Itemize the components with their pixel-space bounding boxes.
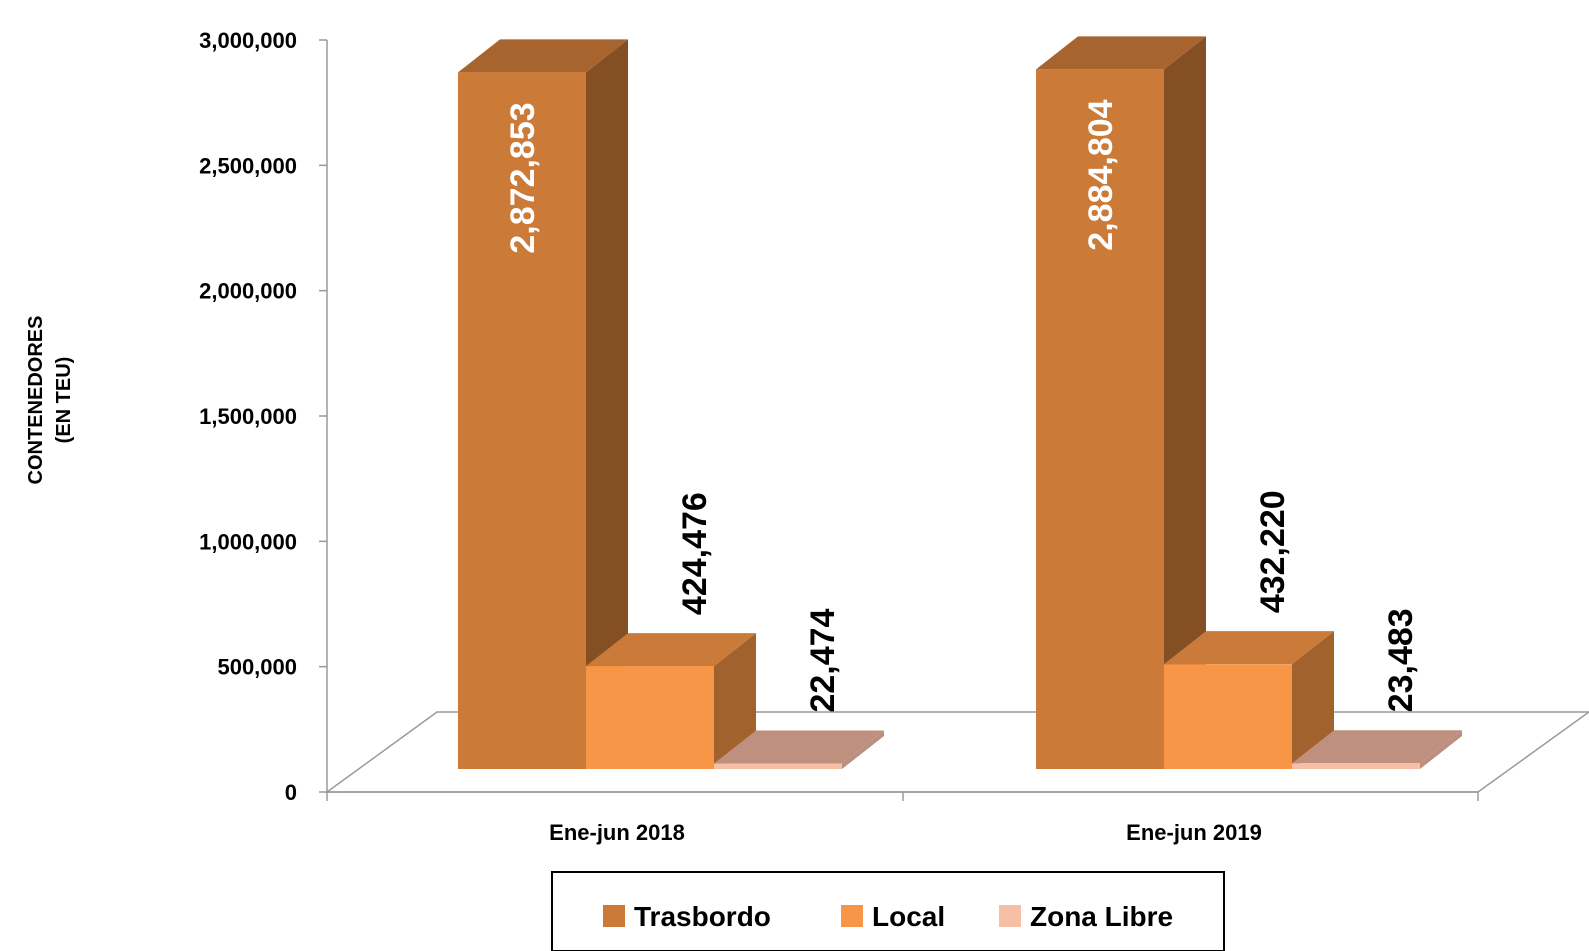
data-label: 2,884,804 [1082,99,1120,250]
legend: Trasbordo Local Zona Libre [551,871,1225,951]
bar [1036,36,1206,769]
y-tick-label: 500,000 [217,655,297,680]
bar [586,633,756,769]
bar-side-face [1420,730,1462,769]
bar-top-face [458,39,628,73]
legend-label-zona-libre: Zona Libre [1030,901,1173,932]
y-tick-label: 0 [285,780,297,805]
data-labels: 2,872,853 424,476 22,474 2,884,804 432,220 23… [504,99,1420,712]
bar-side-face [1292,631,1334,769]
data-label: 22,474 [804,608,842,712]
y-tick-label: 2,500,000 [199,153,297,178]
y-axis: 0 500,000 1,000,000 1,500,000 2,000,000 2,500… [199,28,1262,845]
bar [1292,730,1462,769]
y-axis-title-line-1: CONTENEDORES [25,316,47,485]
bar-top-face [714,730,884,764]
bar-front-face [1164,664,1292,769]
y-tick-label: 1,500,000 [199,404,297,429]
legend-swatch-zona-libre [999,905,1021,927]
legend-swatch-local [841,905,863,927]
bar-front-face [1292,763,1420,769]
legend-label-local: Local [872,901,945,932]
bar-front-face [586,666,714,769]
data-label: 23,483 [1382,608,1420,712]
bar-front-face [714,763,842,769]
bar-top-face [586,633,756,667]
bar-side-face [586,39,628,770]
bar [458,39,628,770]
x-tick-label: Ene-jun 2018 [549,820,685,845]
bar-front-face [1036,69,1164,769]
bar [714,730,884,769]
bar-front-face [458,72,586,770]
bar-side-face [842,730,884,769]
bar-top-face [1292,730,1462,764]
legend-swatch-trasbordo [603,905,625,927]
bar-group [458,36,1462,770]
bar-side-face [714,633,756,769]
y-axis-title-line-2: (EN TEU) [53,357,75,444]
data-label: 2,872,853 [504,102,542,253]
y-tick-label: 2,000,000 [199,279,297,304]
data-label: 424,476 [676,492,714,615]
x-tick-label: Ene-jun 2019 [1126,820,1262,845]
y-tick-label: 3,000,000 [199,28,297,53]
legend-box [551,871,1225,951]
bar-top-face [1164,631,1334,665]
data-label: 432,220 [1254,490,1292,613]
y-tick-label: 1,000,000 [199,529,297,554]
legend-label-trasbordo: Trasbordo [634,901,771,932]
bar-side-face [1164,36,1206,769]
bar-top-face [1036,36,1206,70]
bar [1164,631,1334,769]
